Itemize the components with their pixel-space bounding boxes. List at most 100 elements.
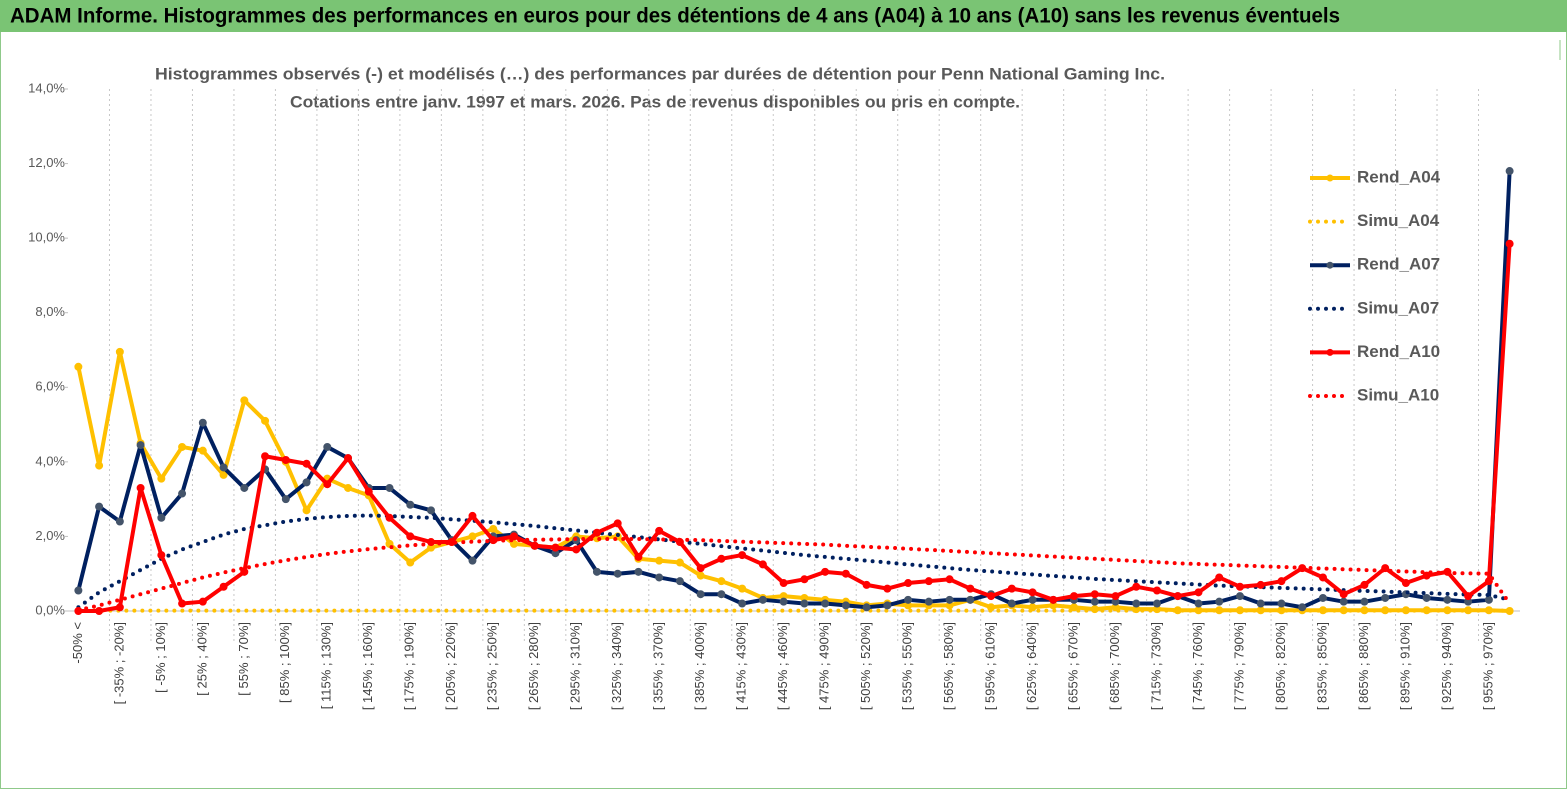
data-point [95,607,104,615]
data-point [157,474,166,483]
data-point [178,599,187,608]
legend-marker [1326,174,1334,182]
data-point [1028,588,1037,597]
chart-subtitle: Cotations entre janv. 1997 et mars. 2026… [290,92,1020,111]
x-tick-label: [ 475% ; 490%] [817,622,832,710]
x-tick-label: [ 835% ; 850%] [1314,622,1329,710]
data-point [1070,592,1079,601]
data-point [1401,579,1410,588]
data-point [1484,595,1493,604]
data-point [1007,599,1016,608]
data-point [95,461,104,470]
y-tick-label: 8,0% [35,304,65,319]
data-point [1277,577,1286,586]
data-point [675,577,684,586]
legend-label: Rend_A10 [1357,342,1440,361]
x-tick-label: [ -35% ; -20%] [111,622,126,704]
data-point [696,564,705,573]
data-point [1422,593,1431,602]
data-point [323,480,332,489]
data-point [136,483,145,492]
data-point [1256,580,1265,589]
data-point [530,541,539,550]
data-point [1505,239,1514,248]
x-tick-label: [ 895% ; 910%] [1397,622,1412,710]
data-point [364,487,373,496]
legend-label: Simu_A04 [1357,211,1440,230]
data-point [1235,582,1244,591]
data-point [758,560,767,569]
data-point [427,506,435,515]
x-tick-label: [ 865% ; 880%] [1356,622,1371,710]
x-tick-label: [ 685% ; 700%] [1107,622,1122,710]
data-point [966,595,975,604]
data-point [468,511,477,520]
x-tick-label: [ 145% ; 160%] [360,622,375,710]
y-tick-label: 0,0% [35,602,65,617]
x-tick-label: [ 325% ; 340%] [609,622,624,710]
data-point [406,558,415,567]
series-line [78,243,1512,613]
data-point [717,554,726,563]
data-point [655,573,664,582]
legend-marker [1326,261,1334,269]
data-point [696,590,705,599]
data-point [1360,580,1369,589]
data-point [862,580,871,589]
data-point [344,454,353,463]
data-point [74,362,83,371]
data-point [302,459,311,468]
data-point [406,500,415,509]
data-point [779,579,788,588]
data-point [1007,584,1016,593]
data-point [634,567,643,576]
series-line [76,537,1512,613]
data-point [281,455,290,464]
data-point [551,543,560,552]
data-point [841,569,850,578]
data-point [1339,590,1348,599]
y-tick-label: 6,0% [35,379,65,394]
data-point [219,582,228,591]
data-point [1111,592,1120,601]
data-point [1215,597,1224,606]
data-point [198,418,207,427]
x-tick-label: [ -5% ; 10%] [153,622,168,693]
data-point [592,567,601,576]
x-tick-label: [ 805% ; 820%] [1273,622,1288,710]
data-point [115,603,124,612]
data-point [696,571,705,580]
data-point [157,513,166,522]
data-point [136,441,145,450]
data-point [1505,167,1514,176]
data-point [904,595,913,604]
data-point [1422,571,1431,580]
data-point [1173,592,1182,601]
data-point [1090,597,1099,606]
data-point [592,528,601,537]
data-point [468,556,477,565]
data-point [240,483,249,492]
data-point [1318,593,1327,602]
data-point [634,552,643,561]
data-point [1132,599,1141,608]
legend-label: Simu_A10 [1357,385,1439,404]
series-line [76,170,1512,610]
x-tick-label: -50% < [70,622,85,664]
data-point [738,599,747,608]
data-point [924,597,933,606]
data-point [779,597,788,606]
data-point [987,592,996,601]
x-tick-label: [ 115% ; 130%] [319,622,334,709]
data-point [198,446,207,455]
data-point [344,483,353,492]
data-point [1153,599,1161,608]
x-tick-label: [ 85% ; 100%] [277,622,292,703]
data-point [966,584,975,593]
data-point [468,532,477,541]
data-point [758,595,767,604]
data-point [1049,595,1058,604]
data-point [406,532,415,541]
y-tick-label: 4,0% [35,453,65,468]
series-line [76,513,1512,610]
